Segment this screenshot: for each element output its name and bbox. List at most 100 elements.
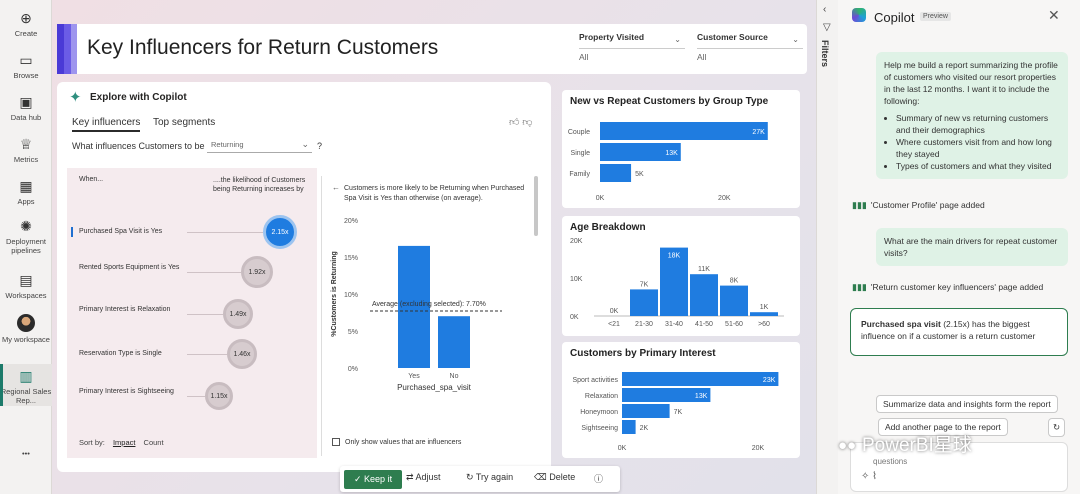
chevron-down-icon[interactable]: ⌄ [674,35,681,44]
x-tick-label: <21 [608,321,620,328]
rail-item[interactable]: ♕ Metrics [0,136,52,164]
influencer-name: Primary Interest is Sightseeing [79,388,174,395]
info-icon[interactable]: ⓘ [594,474,604,484]
sort-count-button[interactable]: Count [143,438,164,447]
data-label: 18K [668,253,681,260]
influencer-row[interactable]: Reservation Type is Single 1.46x [67,336,317,372]
rail-item[interactable]: ▣ Data hub [0,94,52,122]
funnel-icon: ▽ [823,22,831,33]
try-again-label: Try again [475,472,514,482]
chevron-left-icon[interactable]: ‹ [823,4,827,15]
page-title: Key Influencers for Return Customers [87,36,439,59]
rail-item[interactable]: ••• [0,430,52,458]
group-type-visual[interactable]: Couple 27K Single 13K Family 5K 0K 20K New vs R… [562,90,800,208]
report-page-icon: ▮▮▮ [852,282,867,292]
suggestion-add-page[interactable]: Add another page to the report [878,418,1008,436]
rocket-icon: ✺ [20,218,32,234]
rail-item[interactable]: My workspace [0,314,52,344]
y-tick-label: 0K [570,314,579,321]
x-tick-label: >60 [758,321,770,328]
slicer-value[interactable]: All [579,52,589,62]
user-prompt-bubble: What are the main drivers for repeat cus… [876,228,1068,266]
category-label: Single [571,150,591,157]
preview-badge: Preview [920,12,951,21]
rail-item[interactable]: ▦ Apps [0,178,52,206]
tab-top-segments[interactable]: Top segments [153,117,216,128]
slicer-value[interactable]: All [697,52,707,62]
keep-it-button[interactable]: ✓ Keep it [344,470,403,489]
delete-button[interactable]: ⌫ Delete [534,472,575,483]
x-tick-label: 0K [596,195,605,202]
key-influencers-visual: ✦ Explore with Copilot Key influencers T… [57,82,551,472]
data-label: 13K [695,393,708,400]
sparkle-icon[interactable]: ✧ [861,471,870,482]
bar [622,404,670,418]
age-breakdown-visual[interactable]: 0K 10K 20K 0K <21 7K 21-30 18K 31-40 11K 41-50 8K 51… [562,216,800,336]
rail-item[interactable]: ⊕ Create [0,10,52,38]
system-message-text: 'Customer Profile' page added [870,200,985,210]
question-dropdown[interactable]: Returning ⌄ [207,137,312,153]
data-label: 0K [610,308,619,315]
influencer-row[interactable]: Primary Interest is Relaxation 1.49x [67,296,317,332]
detail-description: Customers is more likely to be Returning… [344,185,525,202]
suggestion-summarize[interactable]: Summarize data and insights form the rep… [876,395,1058,413]
selection-indicator [71,227,73,237]
influencer-row[interactable]: Rented Sports Equipment is Yes 1.92x [67,254,317,290]
visual-title: Age Breakdown [570,222,646,233]
refresh-icon[interactable]: ↻ [1048,418,1066,437]
nav-rail: ⊕ Create ▭ Browse ▣ Data hub ♕ Metrics ▦ Apps ✺ Dep… [0,0,52,494]
report-page-icon: ▮▮▮ [852,200,867,210]
tab-key-influencers[interactable]: Key influencers [72,117,141,132]
x-tick-label: 51-60 [725,321,743,328]
group-type-bar-chart: Couple 27K Single 13K Family 5K 0K 20K [568,122,768,202]
influencer-bubble[interactable]: 1.49x [223,299,253,329]
chat-input[interactable]: questions ✧ ⌇ [850,442,1068,492]
scrollbar[interactable] [534,176,538,236]
rail-item[interactable]: ✺ Deployment pipelines [0,218,52,255]
thumbs-up-icon[interactable]: 👍︎ [509,117,520,128]
x-tick-label: 20K [718,195,731,202]
slicer-customer-source[interactable]: Customer Source ⌄ All [697,32,803,62]
data-label: 23K [763,377,776,384]
data-label: 5K [635,171,644,178]
thumbs-down-icon[interactable]: 👎︎ [522,117,533,128]
influencer-bubble[interactable]: 1.92x [241,256,273,288]
rail-item[interactable]: ▭ Browse [0,52,52,80]
rail-item-label: Workspaces [5,291,47,300]
bar [660,247,688,316]
bar [622,388,711,402]
adjust-button[interactable]: ⇄ Adjust [406,472,441,483]
only-influencers-checkbox[interactable]: Only show values that are influencers [332,438,461,446]
chevron-down-icon[interactable]: ⌄ [792,35,799,44]
influencer-bubble[interactable]: 2.15x [263,215,297,249]
attach-icon[interactable]: ⌇ [872,471,878,482]
filters-label: Filters [820,40,830,68]
influencer-row[interactable]: Primary Interest is Sightseeing 1.15x [67,378,317,414]
checkbox-icon[interactable] [332,438,340,446]
category-label: Sightseeing [581,425,618,432]
try-again-button[interactable]: ↻ Try again [466,472,513,483]
back-arrow-icon[interactable]: ← [332,183,340,192]
influencer-row[interactable]: Purchased Spa Visit is Yes 2.15x [67,214,317,250]
rail-item[interactable]: ▥ Regional Sales Rep... [0,364,52,406]
checkbox-label: Only show values that are influencers [345,438,462,446]
bar [690,274,718,316]
visual-title: Customers by Primary Interest [570,348,716,359]
influencer-bubble[interactable]: 1.46x [227,339,257,369]
influencer-bubble[interactable]: 1.15x [205,382,233,410]
filters-pane-collapsed[interactable]: ‹ ▽ Filters [816,0,838,494]
sort-impact-button[interactable]: Impact [112,438,136,447]
user-prompt-bubble: Help me build a report summarizing the p… [876,52,1068,179]
question-label: What influences Customers to be [72,141,205,151]
category-label: Relaxation [585,393,618,400]
help-icon[interactable]: ? [317,141,323,151]
bar [630,289,658,316]
rail-item[interactable]: ▤ Workspaces [0,272,52,300]
insight-card: Purchased spa visit (2.15x) has the bigg… [850,308,1068,356]
bar [398,245,430,368]
header-accent-bar [71,24,77,74]
primary-interest-visual[interactable]: Sport activities 23K Relaxation 13K Honeymoo… [562,342,800,458]
close-icon[interactable]: ✕ [1048,7,1060,23]
slicer-property-visited[interactable]: Property Visited ⌄ All [579,32,685,62]
leader-line [187,232,263,233]
